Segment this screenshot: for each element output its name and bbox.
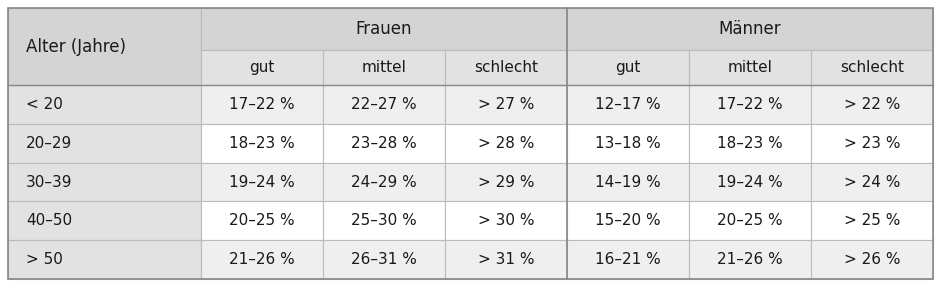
Bar <box>445 124 567 163</box>
Bar <box>201 50 323 85</box>
Bar <box>8 201 201 240</box>
Text: > 28 %: > 28 % <box>478 136 534 151</box>
Bar <box>323 201 445 240</box>
Text: schlecht: schlecht <box>474 60 538 75</box>
Text: Alter (Jahre): Alter (Jahre) <box>26 38 126 56</box>
Text: 22–27 %: 22–27 % <box>351 97 417 112</box>
Text: 21–26 %: 21–26 % <box>717 252 783 267</box>
Text: Frauen: Frauen <box>356 20 412 38</box>
Bar <box>201 124 323 163</box>
Text: 20–25 %: 20–25 % <box>229 213 295 228</box>
Bar <box>567 201 689 240</box>
Bar <box>8 163 201 201</box>
Bar <box>445 163 567 201</box>
Text: 23–28 %: 23–28 % <box>351 136 417 151</box>
Bar <box>811 163 933 201</box>
Text: 20–29: 20–29 <box>26 136 72 151</box>
Text: 13–18 %: 13–18 % <box>595 136 661 151</box>
Text: > 25 %: > 25 % <box>844 213 901 228</box>
Bar <box>8 85 201 124</box>
Text: schlecht: schlecht <box>840 60 904 75</box>
Bar <box>811 201 933 240</box>
Bar <box>689 50 811 85</box>
Bar <box>323 124 445 163</box>
Text: > 27 %: > 27 % <box>478 97 534 112</box>
Bar <box>323 85 445 124</box>
Text: 14–19 %: 14–19 % <box>595 174 661 190</box>
Text: > 30 %: > 30 % <box>478 213 534 228</box>
Bar <box>8 124 201 163</box>
Text: mittel: mittel <box>361 60 407 75</box>
Text: 24–29 %: 24–29 % <box>351 174 417 190</box>
Bar <box>323 163 445 201</box>
Bar <box>689 240 811 279</box>
Bar <box>201 85 323 124</box>
Text: mittel: mittel <box>727 60 773 75</box>
Text: > 26 %: > 26 % <box>844 252 901 267</box>
Text: > 31 %: > 31 % <box>478 252 534 267</box>
Text: 12–17 %: 12–17 % <box>595 97 661 112</box>
Text: 17–22 %: 17–22 % <box>717 97 783 112</box>
Text: > 24 %: > 24 % <box>844 174 901 190</box>
Bar <box>567 85 689 124</box>
Text: < 20: < 20 <box>26 97 63 112</box>
Bar <box>811 240 933 279</box>
Text: 19–24 %: 19–24 % <box>717 174 783 190</box>
Bar <box>445 201 567 240</box>
Bar <box>8 8 201 85</box>
Text: 18–23 %: 18–23 % <box>717 136 783 151</box>
Text: > 23 %: > 23 % <box>844 136 901 151</box>
Bar <box>689 163 811 201</box>
Text: 18–23 %: 18–23 % <box>229 136 295 151</box>
Bar <box>689 85 811 124</box>
Text: > 50: > 50 <box>26 252 63 267</box>
Bar <box>567 240 689 279</box>
Text: 26–31 %: 26–31 % <box>351 252 417 267</box>
Text: Männer: Männer <box>719 20 781 38</box>
Bar <box>201 163 323 201</box>
Bar <box>8 240 201 279</box>
Text: 16–21 %: 16–21 % <box>595 252 661 267</box>
Text: 15–20 %: 15–20 % <box>595 213 661 228</box>
Bar <box>323 240 445 279</box>
Bar <box>689 201 811 240</box>
Bar <box>567 124 689 163</box>
Text: > 29 %: > 29 % <box>478 174 534 190</box>
Text: 21–26 %: 21–26 % <box>229 252 295 267</box>
Bar <box>567 163 689 201</box>
Bar <box>201 240 323 279</box>
Text: 20–25 %: 20–25 % <box>717 213 783 228</box>
Bar <box>445 85 567 124</box>
Bar <box>811 124 933 163</box>
Text: gut: gut <box>615 60 641 75</box>
Text: 40–50: 40–50 <box>26 213 72 228</box>
Text: 25–30 %: 25–30 % <box>351 213 417 228</box>
Bar <box>445 50 567 85</box>
Bar <box>445 240 567 279</box>
Bar <box>811 85 933 124</box>
Text: > 22 %: > 22 % <box>844 97 901 112</box>
Text: 30–39: 30–39 <box>26 174 72 190</box>
Bar <box>201 201 323 240</box>
Text: gut: gut <box>249 60 275 75</box>
Text: 19–24 %: 19–24 % <box>229 174 295 190</box>
Bar <box>323 50 445 85</box>
Bar <box>201 8 567 50</box>
Bar <box>689 124 811 163</box>
Bar <box>567 50 689 85</box>
Text: 17–22 %: 17–22 % <box>229 97 295 112</box>
Bar <box>567 8 933 50</box>
Bar <box>811 50 933 85</box>
